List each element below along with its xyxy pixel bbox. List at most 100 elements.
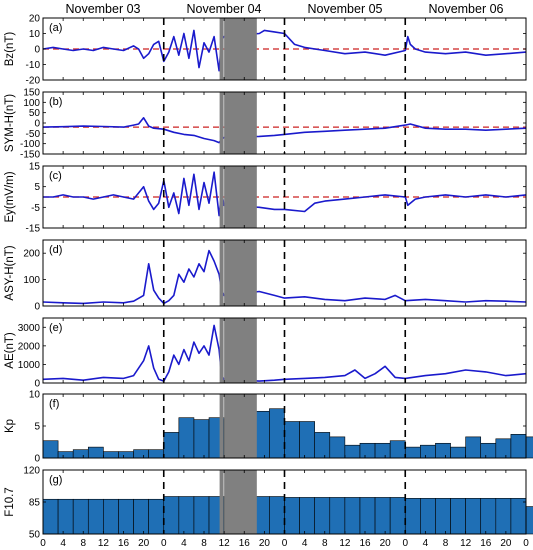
y-tick-label: 10 (29, 390, 41, 401)
bar (42, 498, 59, 535)
y-tick-label: 0 (34, 454, 40, 465)
y-axis-label: Bz(nT) (4, 32, 16, 67)
bar (404, 498, 421, 535)
bar (57, 451, 74, 459)
bar (103, 451, 119, 459)
y-axis-label: Kp (4, 419, 16, 433)
x-tick-label: 16 (118, 538, 130, 549)
bar (314, 497, 331, 535)
day-label-3: November 05 (307, 2, 382, 16)
panel-background (43, 318, 526, 383)
bar (420, 444, 436, 459)
panel-kp: 0 5 10 Kp (f) (4, 390, 533, 465)
bar (118, 451, 134, 459)
bar (435, 498, 451, 535)
bar (163, 496, 180, 535)
x-tick-label: 4 (423, 538, 429, 549)
x-tick-label: 20 (500, 538, 512, 549)
data-gap-band (224, 166, 257, 228)
day-label-2: November 04 (186, 2, 261, 16)
y-tick-label: 0 (34, 45, 40, 56)
bar (57, 498, 74, 535)
x-tick-label: 12 (339, 538, 351, 549)
y-tick-label: 50 (29, 108, 41, 119)
panel-tag: (b) (49, 96, 62, 108)
x-tick-label: 0 (282, 538, 288, 549)
x-tick-label: 4 (181, 538, 187, 549)
bar (72, 449, 89, 459)
y-tick-label: 1000 (18, 360, 41, 371)
bar (72, 498, 89, 535)
bar (148, 449, 165, 459)
y-tick-label: 5 (34, 422, 40, 433)
bar (133, 449, 149, 459)
y-tick-label: 15 (29, 162, 41, 173)
y-tick-label: 200 (23, 249, 40, 260)
bar (465, 498, 482, 535)
bar (42, 440, 59, 459)
y-axis-label: Ey(mV/m) (4, 171, 16, 222)
series-line (43, 171, 527, 217)
panel-tag: (f) (49, 398, 59, 410)
bar (480, 442, 497, 459)
data-gap-band (224, 318, 257, 383)
day-label-4: November 06 (428, 2, 503, 16)
series-line (42, 29, 527, 72)
bar (87, 446, 104, 459)
y-tick-label: 0 (34, 379, 40, 390)
x-tick-label: 16 (239, 538, 251, 549)
x-tick-label: 20 (138, 538, 150, 549)
panels-group: -20-1001020Bz(nT)(a)-150-100-50050100150… (4, 14, 533, 541)
y-axis-label: AE(nT) (4, 332, 16, 369)
bar (525, 436, 533, 459)
bar (374, 442, 391, 459)
y-tick-label: -50 (26, 129, 41, 140)
y-tick-label: 5 (34, 182, 40, 193)
bar (284, 497, 300, 535)
bar (314, 432, 331, 459)
data-gap-band (224, 18, 257, 80)
y-tick-label: 0 (34, 119, 40, 130)
data-gap-band (224, 240, 257, 306)
panel-tag: (c) (49, 170, 62, 182)
y-tick-label: 100 (23, 275, 40, 286)
x-axis-ticks: 0 4 8 12 16 20 0 4 8 12 16 20 0 4 8 12 16 20 0 4 8 12 16 20 0 (40, 538, 529, 549)
y-tick-label: -15 (26, 224, 41, 235)
bar (193, 419, 210, 459)
panel-tag: (a) (49, 22, 62, 34)
data-gap-band (224, 394, 257, 458)
x-tick-label: 4 (60, 538, 66, 549)
day-label-1: November 03 (65, 2, 140, 16)
bar (133, 498, 149, 535)
bar (193, 496, 210, 535)
panel-ey: -15 -5 5 15 Ey(mV/m) (c) (4, 162, 527, 235)
x-tick-label: 12 (460, 538, 472, 549)
data-gap-band (224, 470, 257, 534)
panel-bz: -20 -10 0 10 20 Bz(nT) (a) (4, 14, 527, 87)
y-tick-label: 150 (23, 88, 40, 99)
bar (374, 497, 391, 535)
x-tick-label: 12 (98, 538, 110, 549)
bar (269, 496, 285, 535)
bar (359, 497, 376, 535)
bar (87, 498, 104, 535)
bar (495, 498, 512, 535)
panel-tag: (e) (49, 322, 62, 334)
bar (510, 498, 527, 535)
y-tick-label: -100 (20, 139, 40, 150)
data-gap-band (224, 92, 257, 154)
x-tick-label: 0 (161, 538, 167, 549)
y-tick-label: 20 (29, 14, 41, 25)
x-tick-label: 0 (402, 538, 408, 549)
bar (480, 498, 497, 535)
day-labels: November 03 November 04 November 05 Nove… (65, 2, 503, 16)
bar (284, 421, 300, 459)
y-tick-label: 3000 (18, 323, 41, 334)
bar (389, 497, 406, 535)
panel-asyh: 0 100 200 ASY-H(nT) (d) (4, 239, 527, 313)
panel-tag: (g) (49, 474, 62, 486)
bar (329, 436, 346, 459)
